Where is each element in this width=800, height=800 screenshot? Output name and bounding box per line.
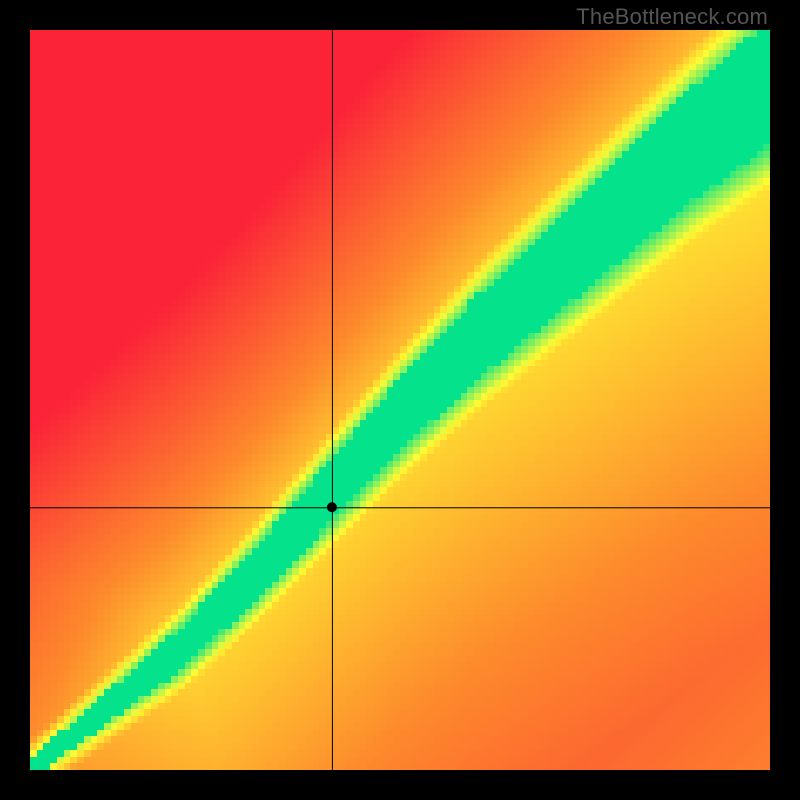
watermark-text: TheBottleneck.com [576, 4, 768, 30]
bottleneck-heatmap [30, 30, 770, 770]
